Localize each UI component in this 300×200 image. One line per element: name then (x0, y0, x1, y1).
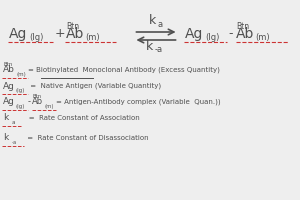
Text: +: + (55, 27, 65, 40)
Text: k: k (3, 134, 8, 142)
Text: (m): (m) (85, 33, 100, 42)
Text: =  Rate Constant of Association: = Rate Constant of Association (22, 115, 139, 121)
Text: Ab: Ab (236, 27, 254, 41)
Text: Btn: Btn (66, 22, 79, 31)
Text: k: k (3, 114, 8, 122)
Text: Ag: Ag (9, 27, 27, 41)
Text: Ag: Ag (3, 82, 15, 90)
Text: Btn: Btn (3, 62, 12, 66)
Text: Ag: Ag (3, 98, 15, 106)
Text: -a: -a (154, 45, 163, 53)
Text: Ag: Ag (184, 27, 203, 41)
Text: -: - (228, 27, 232, 40)
Text: (Ig): (Ig) (16, 104, 25, 109)
Text: k: k (148, 15, 156, 27)
Text: = Biotinylated  Monoclonal Antibody (Excess Quantity): = Biotinylated Monoclonal Antibody (Exce… (28, 67, 220, 73)
Text: Ab: Ab (65, 27, 84, 41)
Text: = Antigen-Antibody complex (Variable  Quan.)): = Antigen-Antibody complex (Variable Qua… (56, 99, 221, 105)
Text: Btn: Btn (236, 22, 250, 31)
Text: (Ig): (Ig) (29, 33, 44, 42)
Text: -a: -a (11, 140, 16, 145)
Text: -: - (28, 98, 31, 106)
Text: a: a (158, 20, 163, 29)
Text: (m): (m) (256, 33, 270, 42)
Text: Ab: Ab (32, 98, 44, 106)
Text: a: a (11, 120, 15, 125)
Text: (m): (m) (44, 104, 54, 109)
Text: (m): (m) (16, 72, 26, 77)
Text: k: k (146, 40, 153, 52)
Text: =  Rate Constant of Disassociation: = Rate Constant of Disassociation (25, 135, 148, 141)
Text: (Ig): (Ig) (16, 88, 25, 93)
Text: Btn: Btn (32, 95, 41, 99)
Text: (Ig): (Ig) (205, 33, 219, 42)
Text: Ab: Ab (3, 66, 15, 74)
Text: =  Native Antigen (Variable Quantity): = Native Antigen (Variable Quantity) (28, 83, 161, 89)
